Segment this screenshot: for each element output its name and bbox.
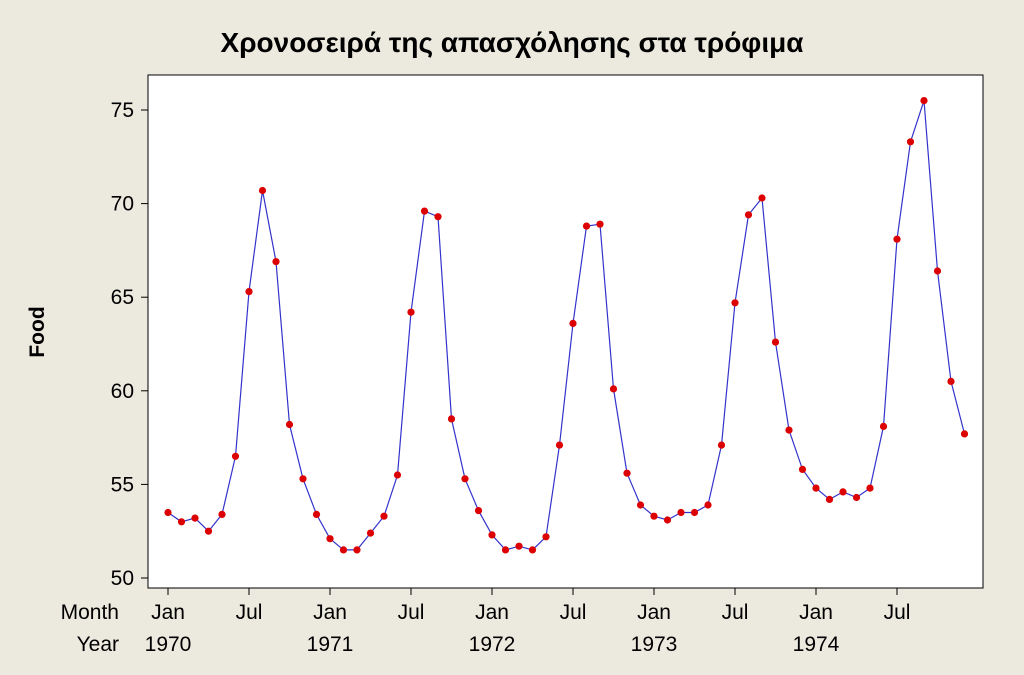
y-tick-label: 70 — [111, 193, 134, 216]
x-year-tick-label: 1973 — [631, 633, 678, 656]
data-point — [879, 422, 888, 430]
data-point — [191, 514, 199, 522]
plot-area — [147, 74, 984, 589]
data-point — [555, 441, 564, 449]
data-point — [798, 465, 807, 473]
data-point — [866, 484, 874, 492]
data-point — [312, 510, 321, 518]
data-point — [339, 546, 348, 554]
data-point — [960, 430, 969, 438]
x-month-tick-label: Jan — [637, 601, 671, 624]
x-axis-row-label-month: Month — [61, 601, 119, 624]
data-point — [380, 512, 388, 520]
x-month-tick-label: Jul — [722, 601, 749, 624]
data-point — [906, 138, 915, 146]
data-point — [231, 452, 240, 460]
x-month-tick-label: Jan — [313, 601, 347, 624]
data-point — [245, 288, 253, 296]
data-point — [677, 508, 685, 517]
data-point — [812, 484, 820, 492]
data-point — [353, 546, 361, 554]
x-month-tick-label: Jul — [560, 601, 587, 624]
x-year-tick-label: 1971 — [307, 633, 354, 656]
x-month-tick-label: Jul — [398, 601, 425, 624]
data-point — [582, 222, 591, 230]
data-point — [177, 518, 186, 526]
x-axis-row-label-year: Year — [77, 633, 119, 656]
data-point — [717, 441, 726, 449]
data-point — [825, 495, 834, 503]
data-point — [366, 529, 375, 537]
data-point — [744, 211, 753, 219]
chart-title: Χρονοσειρά της απασχόλησης στα τρόφιμα — [221, 27, 804, 58]
x-year-tick-label: 1972 — [469, 633, 516, 656]
data-point — [596, 220, 604, 228]
data-point — [299, 475, 307, 483]
data-point — [704, 501, 712, 509]
data-point — [218, 510, 226, 518]
data-point — [434, 213, 442, 221]
data-point — [933, 267, 942, 275]
data-point — [447, 415, 456, 423]
data-point — [731, 299, 739, 307]
data-point — [839, 488, 847, 496]
y-tick-label: 65 — [111, 286, 134, 309]
data-point — [528, 546, 537, 554]
x-month-tick-label: Jul — [236, 601, 263, 624]
x-month-tick-label: Jan — [475, 601, 509, 624]
data-point — [785, 426, 793, 434]
y-tick-label: 50 — [111, 567, 134, 590]
data-point — [609, 385, 618, 393]
data-point — [326, 535, 334, 543]
data-point — [636, 501, 645, 509]
series-group — [164, 97, 969, 554]
data-point — [852, 493, 861, 502]
data-point — [623, 469, 631, 477]
data-point — [771, 338, 780, 346]
data-point — [920, 97, 928, 105]
x-month-tick-label: Jan — [151, 601, 185, 624]
y-axis-label: Food — [26, 306, 49, 357]
data-point — [420, 207, 429, 215]
data-point — [204, 527, 213, 535]
data-point — [893, 235, 901, 243]
y-tick-label: 60 — [111, 380, 134, 403]
data-point — [258, 186, 267, 195]
data-point — [488, 531, 496, 539]
y-tick-label: 55 — [111, 473, 134, 496]
data-point — [515, 542, 523, 550]
data-point — [690, 508, 699, 517]
data-point — [650, 512, 658, 520]
x-year-tick-label: 1970 — [145, 633, 192, 656]
data-point — [501, 546, 510, 554]
data-point — [164, 508, 172, 517]
y-tick-label: 75 — [111, 99, 134, 122]
data-point — [461, 475, 469, 483]
x-month-tick-label: Jan — [799, 601, 833, 624]
data-point — [758, 194, 766, 202]
y-axis: 50 55 60 65 70 75 — [111, 99, 148, 590]
data-point — [663, 516, 672, 524]
data-point — [393, 471, 402, 479]
data-point — [947, 377, 955, 385]
data-point — [569, 319, 577, 327]
data-point — [285, 420, 294, 429]
x-month-tick-label: Jul — [884, 601, 911, 624]
data-point — [407, 308, 415, 316]
data-point — [474, 507, 483, 515]
x-year-tick-label: 1974 — [793, 633, 840, 656]
data-point — [272, 258, 280, 266]
x-axis: Jan Jul Jan Jul Jan Jul Jan Jul Jan Jul 1970 1971 19… — [145, 588, 911, 656]
data-point — [542, 533, 550, 541]
